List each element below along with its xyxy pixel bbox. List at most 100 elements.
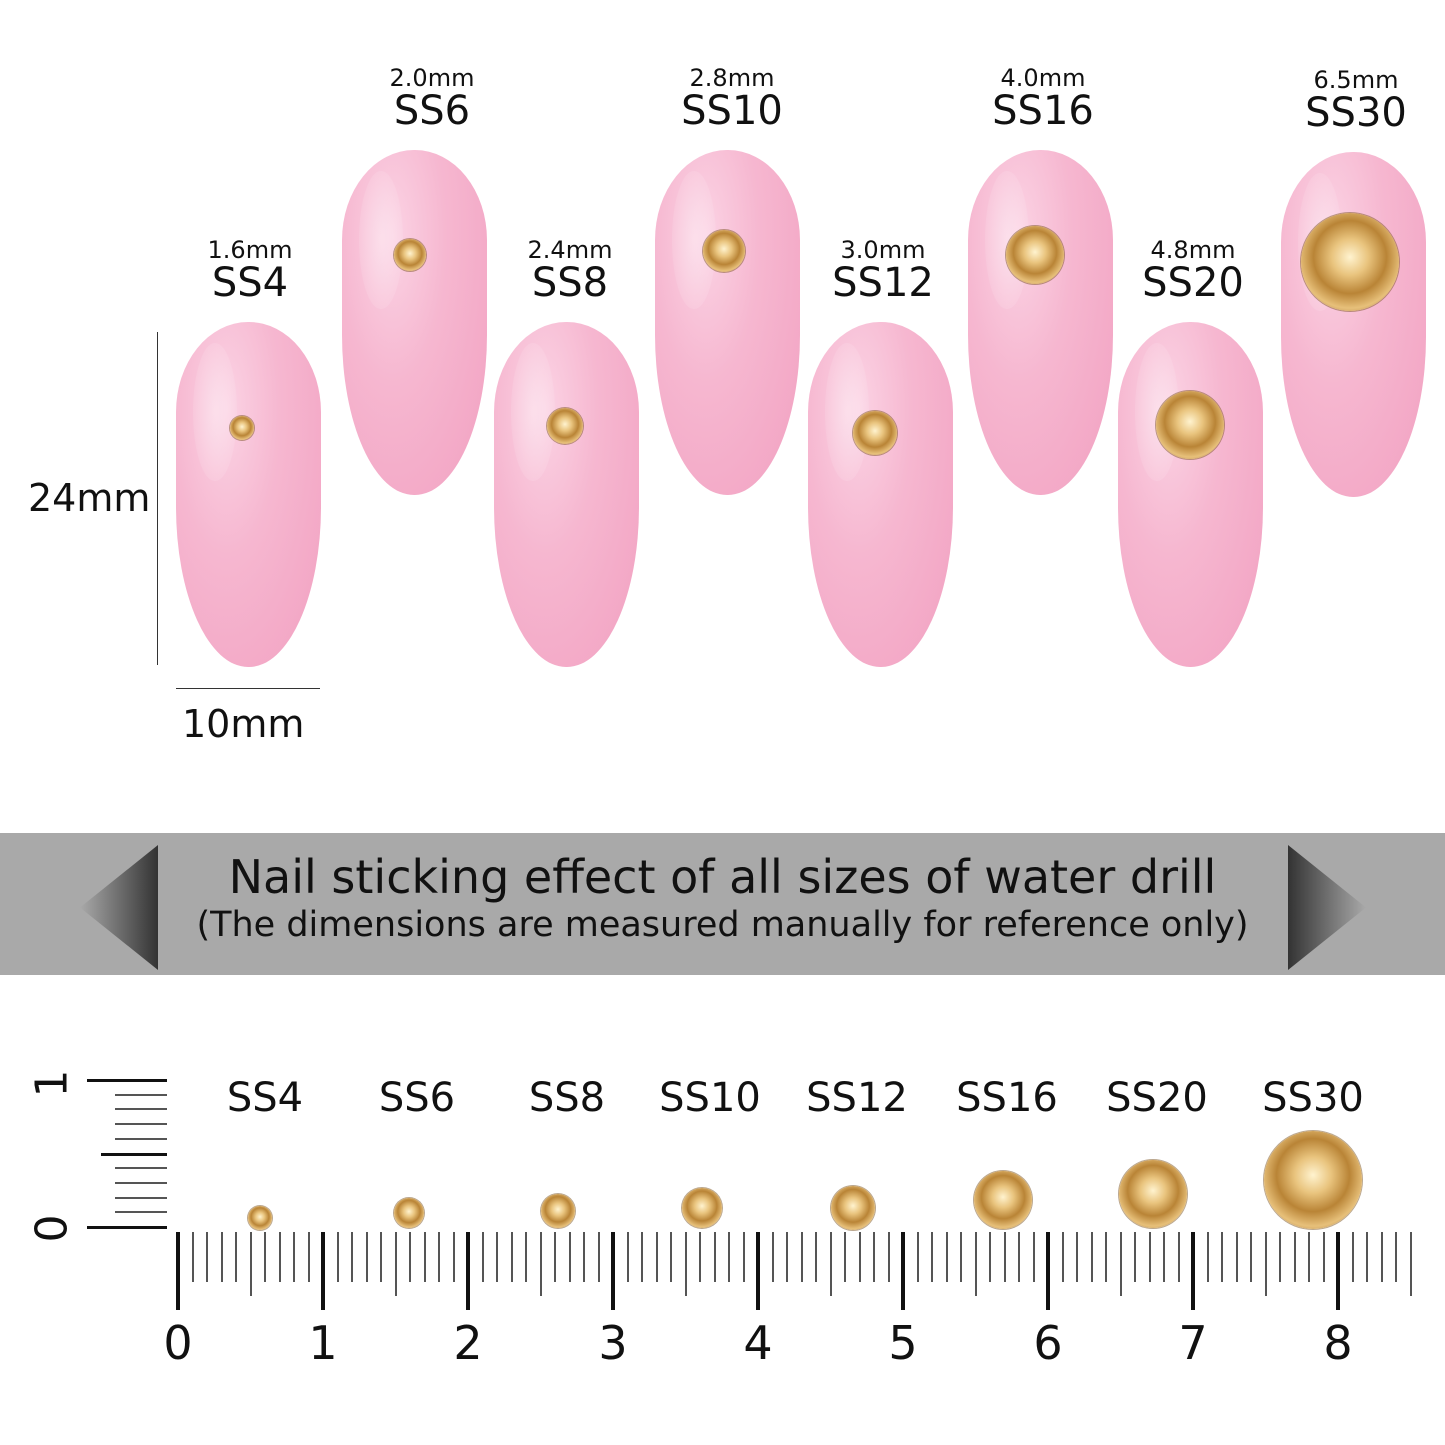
width-dimension-line bbox=[176, 688, 320, 689]
ruler-tick bbox=[873, 1232, 875, 1282]
ruler-tick bbox=[249, 1232, 252, 1296]
ruler-tick bbox=[336, 1232, 339, 1282]
rhinestone-icon bbox=[394, 1198, 424, 1228]
nail-ss12 bbox=[808, 322, 953, 667]
size-ss-label: SS12 bbox=[832, 260, 934, 306]
ruler-tick bbox=[786, 1232, 788, 1282]
ruler-tick bbox=[438, 1232, 440, 1282]
size-ss-label: SS10 bbox=[681, 88, 783, 134]
size-mm-label: 4.0mm bbox=[1000, 64, 1086, 92]
size-mm-label: 2.0mm bbox=[389, 64, 475, 92]
ruler-tick bbox=[1293, 1232, 1296, 1282]
ruler-number: 0 bbox=[163, 1316, 193, 1370]
vertical-ruler-tick bbox=[101, 1152, 167, 1156]
ruler-number: 8 bbox=[1323, 1316, 1353, 1370]
banner-title: Nail sticking effect of all sizes of wat… bbox=[228, 850, 1217, 904]
size-mm-label: 2.8mm bbox=[689, 64, 775, 92]
ruler-tick bbox=[1264, 1232, 1267, 1296]
rhinestone-icon bbox=[394, 239, 426, 271]
vertical-ruler-tick bbox=[115, 1093, 167, 1096]
rhinestone-icon bbox=[853, 411, 897, 455]
ruler-tick bbox=[989, 1232, 991, 1282]
vertical-ruler-tick bbox=[115, 1196, 167, 1199]
ruler-tick bbox=[1119, 1232, 1122, 1296]
ruler-tick bbox=[887, 1232, 890, 1282]
ruler-tick bbox=[568, 1232, 571, 1282]
vertical-ruler-number: 1 bbox=[26, 1069, 78, 1098]
ruler-tick bbox=[235, 1232, 237, 1282]
ruler-size-label: SS16 bbox=[956, 1075, 1058, 1121]
ruler-tick bbox=[655, 1232, 658, 1282]
ruler-tick bbox=[293, 1232, 295, 1282]
size-mm-label: 2.4mm bbox=[527, 236, 613, 264]
ruler-tick bbox=[1003, 1232, 1006, 1282]
ruler-tick bbox=[321, 1232, 325, 1310]
vertical-ruler-tick bbox=[87, 1226, 167, 1229]
size-ss-label: SS30 bbox=[1305, 90, 1407, 136]
ruler-tick bbox=[365, 1232, 368, 1282]
ruler-tick bbox=[176, 1232, 180, 1310]
ruler-tick bbox=[191, 1232, 194, 1282]
ruler-size-label: SS30 bbox=[1262, 1075, 1364, 1121]
ruler-tick bbox=[974, 1232, 977, 1296]
ruler-tick bbox=[916, 1232, 919, 1282]
ruler-tick bbox=[1336, 1232, 1340, 1310]
nail-ss4 bbox=[176, 322, 321, 667]
ruler-tick bbox=[1177, 1232, 1180, 1282]
ruler-size-label: SS20 bbox=[1106, 1075, 1208, 1121]
ruler-tick bbox=[844, 1232, 846, 1282]
ruler-tick bbox=[641, 1232, 643, 1282]
ruler-tick bbox=[466, 1232, 470, 1310]
nail-ss20 bbox=[1118, 322, 1263, 667]
ruler-tick bbox=[1395, 1232, 1397, 1282]
ruler-tick bbox=[699, 1232, 701, 1282]
banner-subtitle: (The dimensions are measured manually fo… bbox=[196, 905, 1249, 945]
ruler-tick bbox=[307, 1232, 310, 1282]
size-ss-label: SS8 bbox=[531, 260, 609, 306]
ruler-tick bbox=[539, 1232, 542, 1296]
ruler-number: 7 bbox=[1178, 1316, 1208, 1370]
height-dimension-label: 24mm bbox=[28, 476, 151, 520]
ruler-tick bbox=[496, 1232, 498, 1282]
size-ss-label: SS20 bbox=[1142, 260, 1244, 306]
ruler-number: 6 bbox=[1033, 1316, 1063, 1370]
ruler-tick bbox=[670, 1232, 672, 1282]
rhinestone-icon bbox=[1119, 1160, 1187, 1228]
ruler-tick bbox=[409, 1232, 411, 1282]
ruler-tick bbox=[611, 1232, 615, 1310]
ruler-tick bbox=[220, 1232, 223, 1282]
vertical-ruler-tick bbox=[115, 1123, 167, 1126]
ruler-tick bbox=[510, 1232, 513, 1282]
ruler-size-label: SS6 bbox=[378, 1075, 456, 1121]
size-mm-label: 3.0mm bbox=[840, 236, 926, 264]
ruler-tick bbox=[1279, 1232, 1281, 1282]
ruler-tick bbox=[452, 1232, 455, 1282]
rhinestone-icon bbox=[541, 1194, 575, 1228]
ruler-number: 5 bbox=[888, 1316, 918, 1370]
banner bbox=[0, 833, 1445, 975]
ruler-tick bbox=[815, 1232, 817, 1282]
rhinestone-icon bbox=[1301, 213, 1399, 311]
vertical-ruler-tick bbox=[115, 1181, 167, 1184]
ruler-tick bbox=[713, 1232, 716, 1282]
ruler-tick bbox=[1191, 1232, 1195, 1310]
ruler-tick bbox=[1380, 1232, 1383, 1282]
ruler-tick bbox=[394, 1232, 397, 1296]
rhinestone-icon bbox=[547, 408, 583, 444]
ruler-tick bbox=[684, 1232, 687, 1296]
size-ss-label: SS4 bbox=[211, 260, 289, 306]
ruler-tick bbox=[1134, 1232, 1136, 1282]
ruler-tick bbox=[278, 1232, 281, 1282]
ruler-tick bbox=[206, 1232, 208, 1282]
width-dimension-label: 10mm bbox=[182, 702, 305, 746]
rhinestone-icon bbox=[682, 1188, 722, 1228]
ruler-tick bbox=[1366, 1232, 1368, 1282]
ruler-tick bbox=[423, 1232, 426, 1282]
vertical-ruler-tick bbox=[115, 1211, 167, 1214]
ruler-tick bbox=[1076, 1232, 1078, 1282]
size-ss-label: SS6 bbox=[393, 88, 471, 134]
ruler-tick bbox=[525, 1232, 527, 1282]
vertical-ruler-number: 0 bbox=[26, 1214, 78, 1243]
ruler-number: 2 bbox=[453, 1316, 483, 1370]
ruler-tick bbox=[1206, 1232, 1209, 1282]
